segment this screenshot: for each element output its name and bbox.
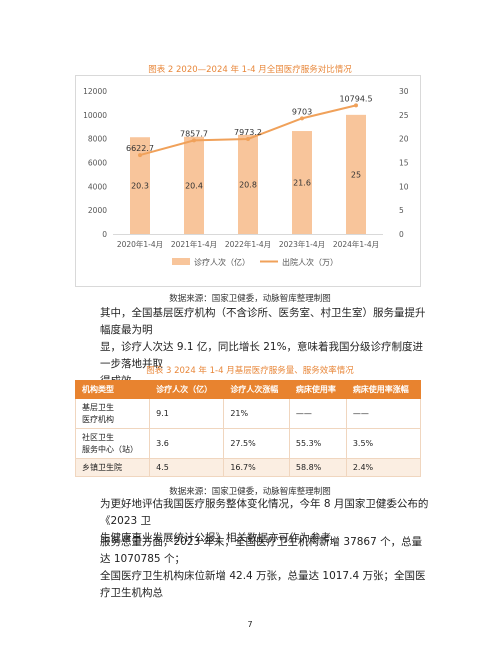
x-tick-label: 2024年1-4月 — [333, 239, 379, 249]
cell-visits: 9.1 — [149, 398, 225, 429]
cell-type: 乡镇卫生院 — [74, 458, 151, 477]
cell-type: 社区卫生 服务中心（站） — [74, 428, 151, 459]
paragraph-2-line-2: 生健康事业发展统计公报》相关数据亦可作为参考。 — [100, 532, 342, 544]
bar — [238, 134, 258, 234]
y-right-tick-label: 15 — [399, 159, 409, 168]
line-point — [246, 136, 250, 141]
bar — [292, 131, 312, 234]
header-bed-rate: 病床使用率 — [288, 380, 347, 399]
combo-chart: 0 2000 4000 6000 8000 10000 12000 0 5 10 15 20 25 30 2… — [75, 75, 421, 287]
table-row: 社区卫生 服务中心（站） 3.6 27.5% 55.3% 3.5% — [74, 428, 422, 459]
table3-source: 数据来源：国家卫健委，动脉智库整理制图 — [169, 487, 331, 497]
y-right-tick-label: 0 — [399, 230, 404, 239]
y-left-tick-label: 0 — [102, 230, 107, 239]
line-point — [138, 153, 142, 158]
line-point — [192, 138, 196, 143]
cell-visits: 4.5 — [149, 458, 225, 477]
cell-type-line-1: 社区卫生 — [82, 432, 114, 442]
table-header-row: 机构类型 诊疗人次（亿） 诊疗人次涨幅 病床使用率 病床使用率涨幅 — [74, 380, 422, 399]
y-right-tick-label: 20 — [399, 135, 409, 144]
cell-visits: 3.6 — [149, 428, 225, 459]
cell-bed-rate: 55.3% — [288, 428, 347, 459]
service-table: 机构类型 诊疗人次（亿） 诊疗人次涨幅 病床使用率 病床使用率涨幅 基层卫生 医… — [74, 380, 422, 477]
y-right-tick-label: 10 — [399, 182, 409, 191]
line-data-label: 6622.7 — [126, 144, 154, 153]
cell-type-line-2: 医疗机构 — [82, 414, 114, 424]
table-row: 基层卫生 医疗机构 9.1 21% —— —— — [74, 398, 422, 429]
y-left-tick-label: 12000 — [83, 87, 107, 96]
table3-caption: 图表 3 2024 年 1-4 月基层医疗服务量、服务效率情况 — [146, 366, 354, 376]
line-data-label: 7973.2 — [234, 128, 262, 137]
cell-bed-growth: 2.4% — [345, 458, 422, 477]
y-left-tick-label: 10000 — [83, 111, 107, 120]
cell-bed-growth: 3.5% — [345, 428, 422, 459]
legend-bar-label: 诊疗人次（亿） — [194, 257, 250, 267]
y-right-tick-label: 5 — [399, 206, 404, 215]
line-data-label: 7857.7 — [180, 129, 208, 138]
cell-type-line-1: 基层卫生 — [82, 402, 114, 412]
paragraph-3-line-1: 服务总量方面，2023 年末，全国医疗卫生机构新增 37867 个，总量达 10… — [100, 536, 423, 565]
x-tick-label: 2022年1-4月 — [225, 239, 271, 249]
figure2-caption: 图表 2 2020—2024 年 1-4 月全国医疗服务对比情况 — [148, 65, 352, 75]
chart-frame — [75, 75, 421, 287]
line-data-label: 10794.5 — [339, 94, 372, 103]
paragraph-2: 为更好地评估我国医疗服务整体变化情况，今年 8 月国家卫健委公布的《2023 卫… — [100, 496, 430, 547]
paragraph-2-line-1: 为更好地评估我国医疗服务整体变化情况，今年 8 月国家卫健委公布的《2023 卫 — [100, 498, 429, 527]
legend-line-label: 出院人次（万） — [282, 257, 338, 267]
bar-data-label: 20.8 — [239, 180, 257, 189]
table-row: 乡镇卫生院 4.5 16.7% 58.8% 2.4% — [74, 458, 422, 477]
cell-type-line-2: 服务中心（站） — [82, 444, 138, 454]
bar-data-label: 20.4 — [185, 181, 203, 190]
x-tick-label: 2020年1-4月 — [117, 239, 163, 249]
cell-bed-rate: —— — [288, 398, 347, 429]
figure2-source: 数据来源：国家卫健委，动脉智库整理制图 — [169, 294, 331, 304]
header-visits: 诊疗人次（亿） — [149, 380, 225, 399]
cell-bed-rate: 58.8% — [288, 458, 347, 477]
y-left-tick-label: 4000 — [88, 182, 107, 191]
cell-visits-growth: 27.5% — [223, 428, 290, 459]
paragraph-3: 服务总量方面，2023 年末，全国医疗卫生机构新增 37867 个，总量达 10… — [100, 534, 430, 602]
y-right-tick-label: 25 — [399, 111, 409, 120]
cell-visits-growth: 21% — [223, 398, 290, 429]
line-point — [300, 116, 304, 121]
cell-visits-growth: 16.7% — [223, 458, 290, 477]
y-left-tick-label: 8000 — [88, 135, 107, 144]
paragraph-1-line-1: 其中，全国基层医疗机构（不含诊所、医务室、村卫生室）服务量提升幅度最为明 — [100, 307, 426, 336]
x-tick-label: 2021年1-4月 — [171, 239, 217, 249]
cell-bed-growth: —— — [345, 398, 422, 429]
line-data-label: 9703 — [292, 107, 312, 116]
line-point — [354, 103, 358, 108]
header-visits-growth: 诊疗人次涨幅 — [223, 380, 290, 399]
y-left-tick-label: 6000 — [88, 159, 107, 168]
bar-data-label: 20.3 — [131, 182, 149, 191]
paragraph-1: 其中，全国基层医疗机构（不含诊所、医务室、村卫生室）服务量提升幅度最为明 显，诊… — [100, 305, 430, 390]
x-tick-label: 2023年1-4月 — [279, 239, 325, 249]
legend-bar-swatch — [172, 258, 190, 265]
y-right-tick-label: 30 — [399, 87, 409, 96]
bar-data-label: 21.6 — [293, 179, 311, 188]
header-bed-growth: 病床使用率涨幅 — [345, 380, 422, 399]
paragraph-3-line-2: 全国医疗卫生机构床位新增 42.4 万张，总量达 1017.4 万张；全国医疗卫… — [100, 570, 426, 599]
bar — [346, 114, 366, 234]
bar-data-label: 25 — [351, 170, 361, 179]
header-type: 机构类型 — [74, 380, 151, 399]
page-number: 7 — [247, 620, 253, 629]
y-left-tick-label: 2000 — [88, 206, 107, 215]
paragraph-1-line-2: 显，诊疗人次达 9.1 亿，同比增长 21%，意味着我国分级诊疗制度进一步落地并… — [100, 341, 424, 370]
bar — [130, 137, 150, 234]
cell-type: 基层卫生 医疗机构 — [74, 398, 151, 429]
bar — [184, 136, 204, 234]
